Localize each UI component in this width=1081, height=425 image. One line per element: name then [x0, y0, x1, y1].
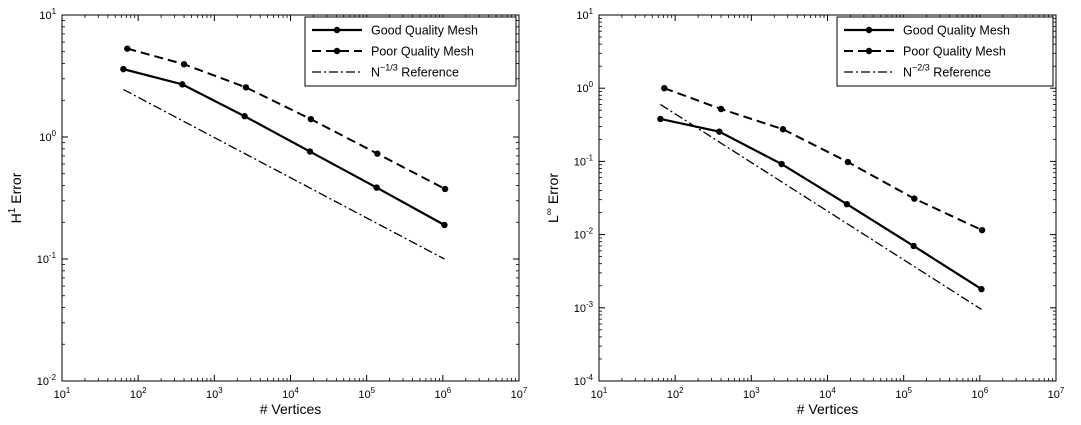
- series-2: [124, 45, 449, 193]
- data-point: [441, 221, 448, 229]
- series-line: [123, 68, 445, 226]
- data-point: [241, 113, 248, 120]
- series-2: [661, 85, 986, 234]
- series-3: [660, 103, 982, 310]
- data-point: [661, 85, 668, 92]
- data-point: [910, 242, 917, 250]
- legend-label: Poor Quality Mesh: [903, 45, 1006, 59]
- series-1: [120, 65, 448, 229]
- minor-ticks: [62, 15, 519, 381]
- y-tick-label: 10-2: [37, 373, 56, 388]
- x-tick-label: 103: [206, 386, 223, 401]
- data-point: [843, 201, 851, 208]
- x-tick-label: 101: [54, 386, 71, 401]
- data-point: [978, 226, 986, 234]
- y-tick-label: 101: [39, 7, 56, 22]
- x-axis-title: # Vertices: [260, 401, 321, 417]
- x-tick-label: 104: [282, 386, 299, 401]
- data-point: [778, 160, 785, 168]
- data-point: [657, 115, 664, 123]
- legend-label: N−2/3 Reference: [903, 63, 991, 80]
- y-tick-label: 10-4: [574, 373, 594, 388]
- series-1: [657, 115, 985, 293]
- x-tick-label: 105: [358, 386, 375, 401]
- data-point: [307, 115, 315, 123]
- data-point: [120, 65, 127, 73]
- x-axis-title: # Vertices: [797, 401, 858, 417]
- data-point: [373, 184, 380, 191]
- y-tick-label: 10-3: [574, 300, 594, 315]
- y-tick-label: 101: [576, 7, 593, 22]
- data-point: [911, 195, 918, 202]
- series-line: [660, 117, 983, 291]
- y-tick-label: 10-2: [574, 227, 593, 242]
- data-point: [844, 158, 852, 166]
- series-line: [127, 47, 446, 190]
- y-axis-title: H1 Error: [7, 172, 24, 223]
- legend: Good Quality Mesh Poor Quality Mesh N−2/3 …: [836, 16, 1054, 87]
- y-tick-label: 10-1: [574, 153, 594, 168]
- legend-marker: [333, 47, 341, 55]
- x-tick-label: 103: [743, 386, 760, 401]
- chart-panel-1: 101 102 103 104 105 106 107 10-2 10-1 100 101 # Ver…: [7, 7, 527, 417]
- data-point: [717, 105, 725, 113]
- legend-label: Good Quality Mesh: [371, 24, 478, 38]
- data-point: [306, 148, 314, 155]
- x-tick-label: 107: [1048, 386, 1065, 401]
- x-tick-label: 105: [895, 386, 912, 401]
- y-axis-title: L∞ Error: [544, 173, 561, 223]
- x-tick-label: 106: [972, 386, 989, 401]
- y-tick-label: 100: [576, 80, 593, 95]
- legend: Good Quality Mesh Poor Quality Mesh N−1/3 …: [304, 16, 517, 87]
- legend-label: Poor Quality Mesh: [371, 45, 474, 59]
- x-tick-label: 104: [819, 386, 836, 401]
- series-line: [663, 87, 983, 232]
- y-tick-label: 100: [39, 129, 56, 144]
- data-point: [978, 285, 985, 293]
- x-tick-label: 102: [130, 386, 147, 401]
- series-line: [660, 103, 982, 310]
- x-tick-label: 102: [667, 386, 684, 401]
- series-line: [123, 88, 445, 260]
- legend-marker: [865, 26, 873, 34]
- x-tick-label: 107: [511, 386, 528, 401]
- x-tick-label: 106: [435, 386, 452, 401]
- data-point: [374, 150, 381, 157]
- x-tick-label: 101: [591, 386, 608, 401]
- data-point: [124, 45, 131, 52]
- data-point: [242, 84, 250, 91]
- y-tick-label: 10-1: [37, 251, 57, 266]
- data-point: [441, 185, 449, 193]
- data-point: [716, 128, 723, 135]
- legend-label: N−1/3 Reference: [371, 63, 459, 80]
- chart-panel-2: 101 102 103 104 105 106 107 10-4 10-3 10-2 10-1 100…: [544, 7, 1064, 417]
- series-3: [123, 88, 445, 260]
- data-point: [779, 126, 787, 133]
- legend-marker: [333, 26, 341, 34]
- data-point: [180, 61, 188, 68]
- legend-label: Good Quality Mesh: [903, 24, 1010, 38]
- legend-marker: [865, 47, 873, 55]
- data-point: [179, 81, 186, 88]
